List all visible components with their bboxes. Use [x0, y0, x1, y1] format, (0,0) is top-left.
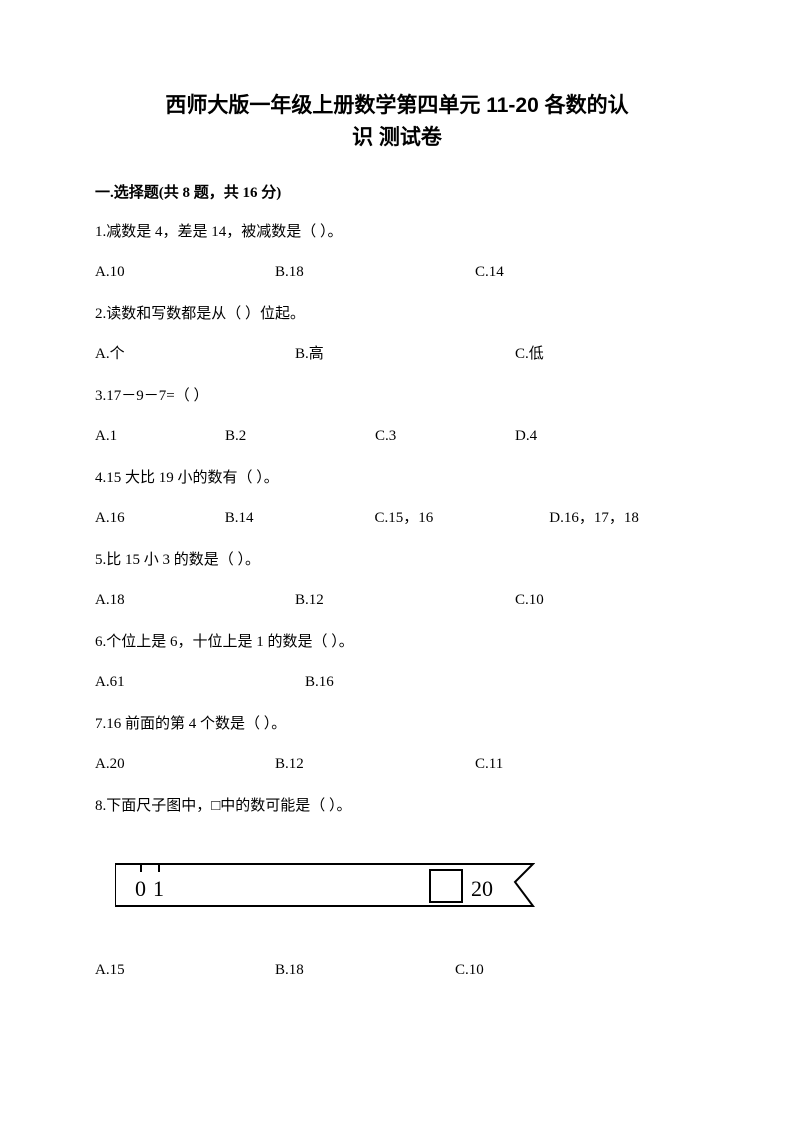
title-line1: 西师大版一年级上册数学第四单元 11-20 各数的认: [95, 90, 699, 122]
q5-opt-c: C.10: [515, 588, 615, 612]
q1-opt-c: C.14: [475, 260, 575, 284]
q4-opt-a: A.16: [95, 506, 225, 530]
question-5-options: A.18 B.12 C.10: [95, 588, 699, 612]
q1-opt-b: B.18: [275, 260, 475, 284]
q8-opt-a: A.15: [95, 958, 275, 982]
ruler-label-0: 0: [135, 876, 146, 901]
q5-opt-b: B.12: [295, 588, 515, 612]
question-4: 4.15 大比 19 小的数有（ ）。: [95, 466, 699, 490]
ruler-svg: 0 1 20: [115, 858, 535, 918]
question-8: 8.下面尺子图中，□中的数可能是（ ）。: [95, 794, 699, 818]
q3-opt-c: C.3: [375, 424, 515, 448]
question-3: 3.17－9－7=（ ）: [95, 384, 699, 408]
q3-opt-b: B.2: [225, 424, 375, 448]
question-4-options: A.16 B.14 C.15，16 D.16，17，18: [95, 506, 699, 530]
q1-opt-a: A.10: [95, 260, 275, 284]
section-header: 一.选择题(共 8 题，共 16 分): [95, 181, 699, 202]
q3-opt-d: D.4: [515, 424, 615, 448]
q7-opt-b: B.12: [275, 752, 475, 776]
q4-opt-c: C.15，16: [375, 506, 550, 530]
ruler-label-1: 1: [153, 876, 164, 901]
q7-opt-c: C.11: [475, 752, 575, 776]
question-3-options: A.1 B.2 C.3 D.4: [95, 424, 699, 448]
question-7: 7.16 前面的第 4 个数是（ ）。: [95, 712, 699, 736]
title-line2: 识 测试卷: [95, 122, 699, 154]
q4-opt-d: D.16，17，18: [549, 506, 699, 530]
q2-opt-c: C.低: [515, 342, 615, 366]
q6-opt-b: B.16: [305, 670, 405, 694]
question-6: 6.个位上是 6，十位上是 1 的数是（ ）。: [95, 630, 699, 654]
q2-opt-b: B.高: [295, 342, 515, 366]
q8-opt-b: B.18: [275, 958, 455, 982]
q5-opt-a: A.18: [95, 588, 295, 612]
question-8-options: A.15 B.18 C.10: [95, 958, 699, 982]
question-1: 1.减数是 4，差是 14，被减数是（ ）。: [95, 220, 699, 244]
q4-opt-b: B.14: [225, 506, 375, 530]
q7-opt-a: A.20: [95, 752, 275, 776]
question-1-options: A.10 B.18 C.14: [95, 260, 699, 284]
ruler-blank-box: [430, 870, 462, 902]
q3-opt-a: A.1: [95, 424, 225, 448]
question-5: 5.比 15 小 3 的数是（ ）。: [95, 548, 699, 572]
question-2: 2.读数和写数都是从（ ）位起。: [95, 302, 699, 326]
question-2-options: A.个 B.高 C.低: [95, 342, 699, 366]
question-7-options: A.20 B.12 C.11: [95, 752, 699, 776]
q8-opt-c: C.10: [455, 958, 555, 982]
ruler-diagram: 0 1 20: [115, 858, 699, 918]
q6-opt-a: A.61: [95, 670, 305, 694]
question-6-options: A.61 B.16: [95, 670, 699, 694]
ruler-label-20: 20: [471, 876, 493, 901]
q2-opt-a: A.个: [95, 342, 295, 366]
